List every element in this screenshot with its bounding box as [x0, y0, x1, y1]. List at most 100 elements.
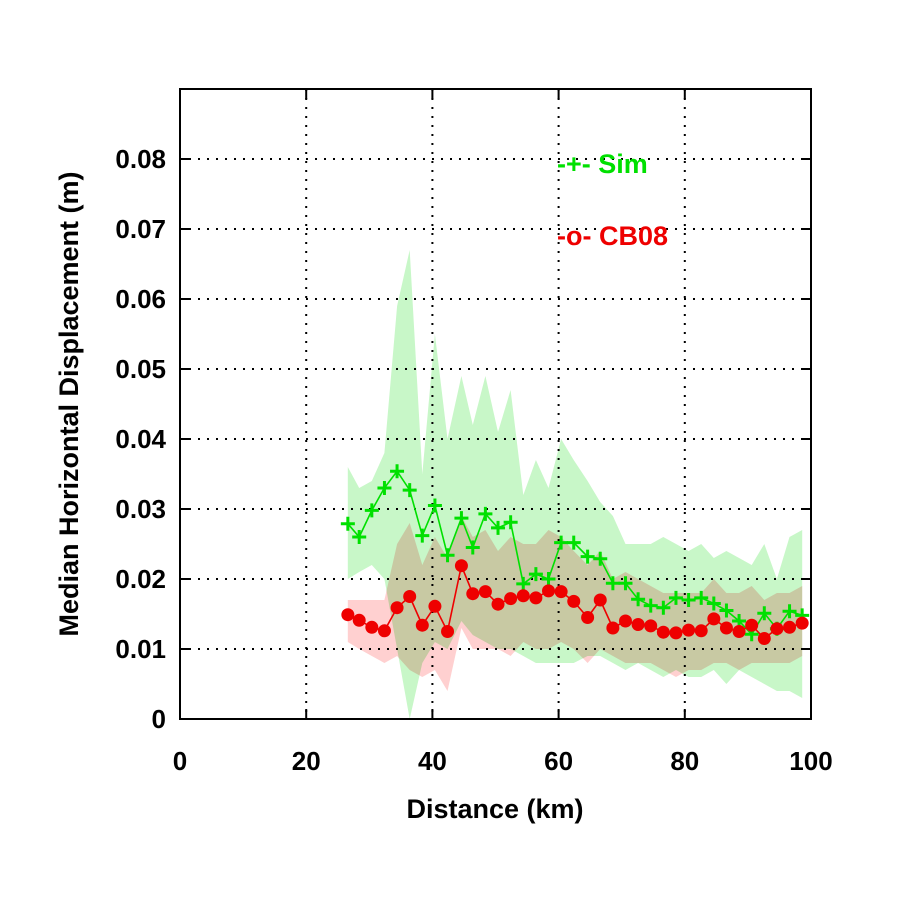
plus-marker-shape: [427, 498, 442, 513]
point-cb08: [795, 616, 809, 630]
point-cb08: [554, 585, 568, 599]
point-sim: [631, 592, 646, 607]
point-cb08: [783, 620, 797, 634]
plus-marker-shape: [580, 549, 595, 564]
plus-marker-shape: [593, 551, 608, 566]
point-cb08: [466, 587, 480, 601]
x-tick-label: 0: [173, 746, 187, 776]
point-sim: [541, 572, 556, 586]
legend-entry-sim: -+- Sim: [557, 149, 648, 179]
point-sim: [757, 606, 772, 621]
point-sim: [402, 483, 417, 498]
point-sim: [656, 600, 671, 615]
plus-marker-shape: [631, 592, 646, 607]
point-cb08: [757, 632, 771, 645]
point-cb08: [631, 618, 645, 631]
point-sim: [782, 604, 797, 619]
point-cb08: [365, 620, 379, 634]
point-sim: [706, 596, 721, 611]
point-sim: [364, 503, 379, 518]
plus-marker-shape: [554, 535, 569, 550]
y-tick-label: 0.04: [115, 424, 166, 454]
plus-marker-shape: [757, 606, 772, 621]
y-tick-label: 0.06: [115, 284, 166, 314]
point-sim: [478, 506, 493, 521]
point-sim: [694, 590, 709, 605]
y-tick-label: 0.03: [115, 494, 166, 524]
plus-marker-shape: [440, 548, 455, 563]
plus-marker-shape: [668, 590, 683, 605]
point-cb08: [581, 611, 595, 624]
y-tick-label: 0.05: [115, 354, 166, 384]
point-sim: [618, 576, 633, 591]
x-tick-label: 60: [544, 746, 573, 776]
point-sim: [681, 593, 696, 607]
point-sim: [719, 603, 734, 618]
plus-marker-shape: [516, 576, 531, 591]
legend: -+- Sim -o- CB08: [557, 149, 668, 251]
point-cb08: [719, 621, 733, 635]
point-sim: [415, 528, 430, 543]
plus-marker-shape: [782, 604, 797, 619]
plus-marker-shape: [503, 515, 518, 530]
point-cb08: [529, 591, 543, 605]
point-cb08: [516, 589, 530, 603]
plus-marker-shape: [402, 483, 417, 498]
plus-marker-shape: [364, 503, 379, 518]
plus-marker-shape: [719, 603, 734, 618]
plus-marker-shape: [377, 481, 392, 495]
point-cb08: [352, 613, 366, 627]
point-sim: [593, 551, 608, 566]
point-sim: [454, 511, 469, 526]
point-sim: [352, 530, 367, 544]
point-cb08: [682, 623, 696, 637]
point-sim: [554, 535, 569, 550]
plus-marker-shape: [465, 540, 480, 555]
point-sim: [605, 576, 620, 591]
point-sim: [528, 567, 543, 582]
point-sim: [440, 548, 455, 563]
plus-marker-shape: [643, 598, 658, 613]
point-sim: [566, 535, 581, 550]
point-cb08: [390, 601, 404, 615]
point-cb08: [732, 625, 746, 638]
point-cb08: [341, 608, 355, 622]
point-sim: [516, 576, 531, 591]
plus-marker-shape: [478, 506, 493, 521]
point-cb08: [694, 624, 708, 638]
plus-marker-shape: [566, 535, 581, 550]
point-sim: [580, 549, 595, 564]
plus-marker-shape: [390, 464, 405, 479]
x-tick-label: 100: [789, 746, 832, 776]
data-series: [340, 464, 810, 645]
x-tick-label: 80: [670, 746, 699, 776]
y-tick-label: 0.07: [115, 214, 166, 244]
point-sim: [465, 540, 480, 555]
plus-marker-shape: [340, 516, 355, 531]
y-axis-label: Median Horizontal Displacement (m): [54, 171, 84, 636]
plus-marker-shape: [454, 511, 469, 526]
plot-frame: [179, 88, 812, 720]
point-sim: [427, 498, 442, 513]
point-cb08: [441, 625, 455, 638]
point-cb08: [377, 624, 391, 638]
point-sim: [503, 515, 518, 530]
point-sim: [491, 520, 506, 535]
point-cb08: [669, 626, 683, 640]
point-cb08: [656, 625, 670, 639]
x-axis-label: Distance (km): [406, 794, 583, 824]
point-cb08: [403, 590, 417, 603]
point-cb08: [707, 612, 721, 626]
point-cb08: [567, 594, 581, 608]
point-cb08: [618, 614, 632, 628]
axis-ticks: [179, 89, 812, 720]
point-sim: [390, 464, 405, 479]
plus-marker-shape: [605, 576, 620, 591]
plus-marker-shape: [352, 530, 367, 544]
point-cb08: [491, 597, 505, 611]
legend-entry-cb08: -o- CB08: [557, 221, 668, 251]
point-cb08: [454, 559, 468, 573]
point-cb08: [745, 618, 759, 632]
plus-marker-shape: [681, 593, 696, 607]
